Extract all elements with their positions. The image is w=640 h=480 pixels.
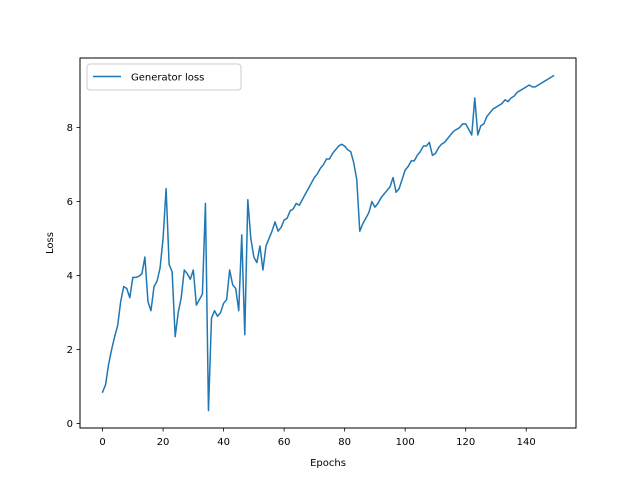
x-tick-label: 20	[157, 437, 170, 448]
x-tick-label: 140	[517, 437, 536, 448]
plot-frame	[79, 57, 577, 429]
y-tick-label: 8	[67, 123, 73, 134]
y-axis: 0 2 4 6 8	[67, 123, 80, 430]
y-tick-label: 2	[67, 345, 73, 356]
y-axis-label: Loss	[45, 232, 56, 254]
y-tick-label: 0	[67, 419, 73, 430]
series-line-0	[101, 74, 555, 412]
legend-box	[86, 63, 242, 91]
plot-area	[101, 74, 555, 412]
x-axis-label: Epochs	[310, 458, 346, 469]
x-tick-label: 80	[338, 437, 351, 448]
y-tick-label: 6	[67, 197, 73, 208]
x-axis: 0 20 40 60 80 100 120 140	[99, 428, 536, 448]
x-tick-label: 60	[278, 437, 291, 448]
x-tick-label: 40	[217, 437, 230, 448]
x-tick-label: 120	[456, 437, 475, 448]
x-tick-label: 100	[396, 437, 415, 448]
legend: Generator loss	[86, 63, 242, 91]
legend-label-generator-loss: Generator loss	[131, 73, 204, 84]
y-tick-label: 4	[67, 271, 73, 282]
x-tick-label: 0	[99, 437, 105, 448]
